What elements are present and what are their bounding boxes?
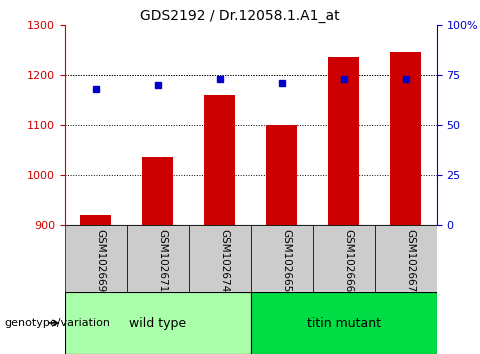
Bar: [142, 157, 173, 225]
Bar: [204, 95, 235, 225]
Bar: [80, 215, 111, 225]
Text: wild type: wild type: [129, 316, 186, 330]
Text: GSM102669: GSM102669: [96, 229, 106, 293]
Bar: [65, 225, 127, 292]
Text: genotype/variation: genotype/variation: [5, 318, 111, 328]
Text: GSM102671: GSM102671: [158, 229, 168, 293]
Bar: [127, 225, 189, 292]
Bar: [328, 57, 360, 225]
Text: titin mutant: titin mutant: [307, 316, 381, 330]
Bar: [375, 225, 437, 292]
Text: GDS2192 / Dr.12058.1.A1_at: GDS2192 / Dr.12058.1.A1_at: [140, 9, 340, 23]
Bar: [65, 292, 251, 354]
Text: GSM102665: GSM102665: [282, 229, 292, 293]
Bar: [251, 292, 437, 354]
Bar: [390, 52, 421, 225]
Bar: [266, 125, 297, 225]
Text: GSM102674: GSM102674: [220, 229, 230, 293]
Text: GSM102667: GSM102667: [406, 229, 416, 293]
Bar: [251, 225, 313, 292]
Text: GSM102666: GSM102666: [344, 229, 354, 293]
Bar: [189, 225, 251, 292]
Bar: [313, 225, 375, 292]
